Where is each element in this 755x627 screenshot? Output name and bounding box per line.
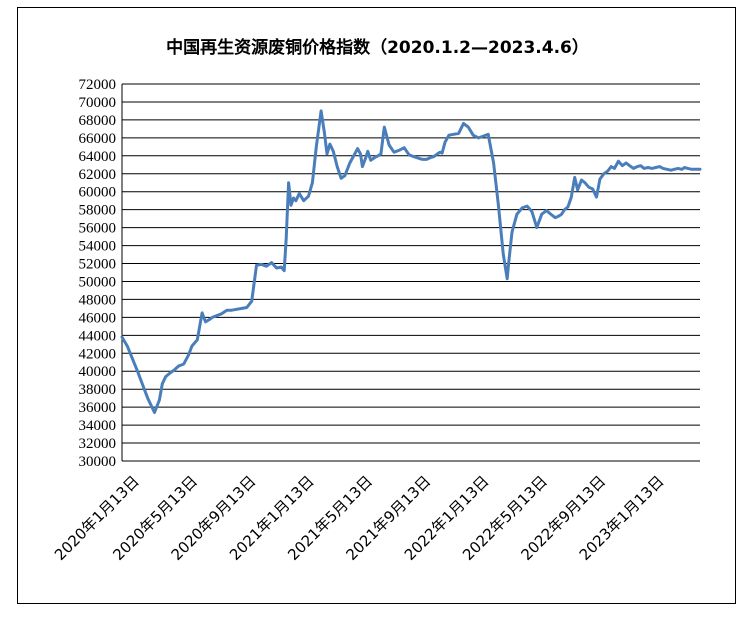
chart-frame (17, 7, 736, 604)
y-tick-label: 68000 (79, 113, 117, 129)
x-axis-ticks: 2020年1月13日2020年5月13日2020年9月13日2021年1月13日… (51, 472, 667, 564)
y-tick-label: 42000 (79, 346, 117, 362)
y-tick-label: 58000 (79, 203, 117, 219)
y-tick-label: 40000 (79, 364, 117, 380)
y-tick-label: 60000 (79, 185, 117, 201)
y-tick-label: 36000 (79, 400, 117, 416)
y-tick-label: 34000 (79, 418, 117, 434)
chart-title: 中国再生资源废铜价格指数（2020.1.2—2023.4.6） (166, 38, 589, 58)
y-tick-label: 50000 (79, 274, 117, 290)
y-tick-label: 64000 (79, 149, 117, 165)
grid-lines (122, 83, 700, 462)
series-layer (120, 109, 702, 414)
y-tick-label: 72000 (79, 77, 117, 93)
y-tick-label: 48000 (79, 292, 117, 308)
y-tick-label: 54000 (79, 239, 117, 255)
y-tick-label: 44000 (79, 328, 117, 344)
y-tick-label: 70000 (79, 95, 117, 111)
y-tick-label: 32000 (79, 436, 117, 452)
y-tick-label: 46000 (79, 310, 117, 326)
y-tick-label: 30000 (79, 454, 117, 470)
y-tick-label: 66000 (79, 131, 117, 147)
y-tick-label: 56000 (79, 221, 117, 237)
series-line (120, 109, 702, 414)
y-tick-label: 38000 (79, 382, 117, 398)
y-axis-ticks: 30000 32000 34000 36000 38000 40000 42000 44000… (79, 77, 117, 470)
y-tick-label: 62000 (79, 167, 117, 183)
y-tick-label: 52000 (79, 257, 117, 273)
